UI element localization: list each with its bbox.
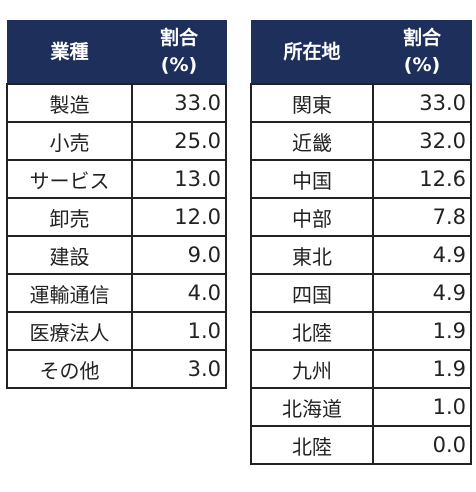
location-value-cell: 1.0 — [372, 387, 472, 427]
location-pct-header-line2: (%) — [403, 54, 441, 76]
table-row: 四国 4.9 — [250, 273, 472, 313]
industry-value-cell: 3.0 — [131, 349, 227, 389]
table-row: 中部 7.8 — [250, 197, 472, 237]
industry-name-cell: 建設 — [6, 235, 133, 275]
industry-name-header: 業種 — [6, 20, 133, 85]
location-name-cell: 中国 — [250, 159, 374, 199]
table-row: 卸売 12.0 — [6, 197, 227, 237]
table-row: 関東 33.0 — [250, 83, 472, 123]
location-value-cell: 7.8 — [372, 197, 472, 237]
location-name-cell: 近畿 — [250, 121, 374, 161]
table-row: 中国 12.6 — [250, 159, 472, 199]
table-row: 医療法人 1.0 — [6, 311, 227, 351]
location-value-cell: 0.0 — [372, 425, 472, 465]
table-row: 北陸 0.0 — [250, 425, 472, 465]
industry-value-cell: 33.0 — [131, 83, 227, 123]
location-value-cell: 33.0 — [372, 83, 472, 123]
table-row: 製造 33.0 — [6, 83, 227, 123]
industry-value-cell: 13.0 — [131, 159, 227, 199]
location-name-cell: 北海道 — [250, 387, 374, 427]
location-pct-header-line1: 割合 — [402, 27, 441, 49]
location-name-cell: 関東 — [250, 83, 374, 123]
industry-name-cell: 小売 — [6, 121, 133, 161]
location-name-cell: 北陸 — [250, 311, 374, 351]
table-row: 九州 1.9 — [250, 349, 472, 389]
location-name-cell: 中部 — [250, 197, 374, 237]
industry-value-cell: 4.0 — [131, 273, 227, 313]
location-header-row: 所在地 割合 (%) — [250, 20, 472, 85]
industry-name-cell: 卸売 — [6, 197, 133, 237]
table-row: 小売 25.0 — [6, 121, 227, 161]
location-table: 所在地 割合 (%) 関東 33.0 近畿 32.0 中国 12.6 中部 7.8 東北… — [250, 20, 472, 465]
location-name-header: 所在地 — [250, 20, 374, 85]
table-row: 近畿 32.0 — [250, 121, 472, 161]
location-name-cell: 九州 — [250, 349, 374, 389]
industry-header-row: 業種 割合 (%) — [6, 20, 227, 85]
table-row: その他 3.0 — [6, 349, 227, 389]
industry-value-cell: 9.0 — [131, 235, 227, 275]
location-value-cell: 1.9 — [372, 311, 472, 351]
location-name-cell: 四国 — [250, 273, 374, 313]
location-value-cell: 4.9 — [372, 235, 472, 275]
industry-name-cell: サービス — [6, 159, 133, 199]
table-row: 北海道 1.0 — [250, 387, 472, 427]
location-value-cell: 4.9 — [372, 273, 472, 313]
industry-name-cell: 運輸通信 — [6, 273, 133, 313]
industry-value-cell: 12.0 — [131, 197, 227, 237]
industry-value-cell: 25.0 — [131, 121, 227, 161]
industry-table: 業種 割合 (%) 製造 33.0 小売 25.0 サービス 13.0 卸売 12.0 … — [6, 20, 227, 389]
industry-name-cell: 製造 — [6, 83, 133, 123]
table-row: 北陸 1.9 — [250, 311, 472, 351]
location-name-cell: 東北 — [250, 235, 374, 275]
industry-value-cell: 1.0 — [131, 311, 227, 351]
industry-pct-header-line2: (%) — [160, 54, 198, 76]
table-row: 運輸通信 4.0 — [6, 273, 227, 313]
location-value-cell: 12.6 — [372, 159, 472, 199]
location-value-cell: 1.9 — [372, 349, 472, 389]
industry-pct-header: 割合 (%) — [131, 20, 227, 85]
location-value-cell: 32.0 — [372, 121, 472, 161]
location-pct-header: 割合 (%) — [372, 20, 472, 85]
table-row: サービス 13.0 — [6, 159, 227, 199]
table-row: 東北 4.9 — [250, 235, 472, 275]
table-row: 建設 9.0 — [6, 235, 227, 275]
location-name-cell: 北陸 — [250, 425, 374, 465]
industry-name-cell: その他 — [6, 349, 133, 389]
industry-name-cell: 医療法人 — [6, 311, 133, 351]
industry-pct-header-line1: 割合 — [159, 27, 198, 49]
